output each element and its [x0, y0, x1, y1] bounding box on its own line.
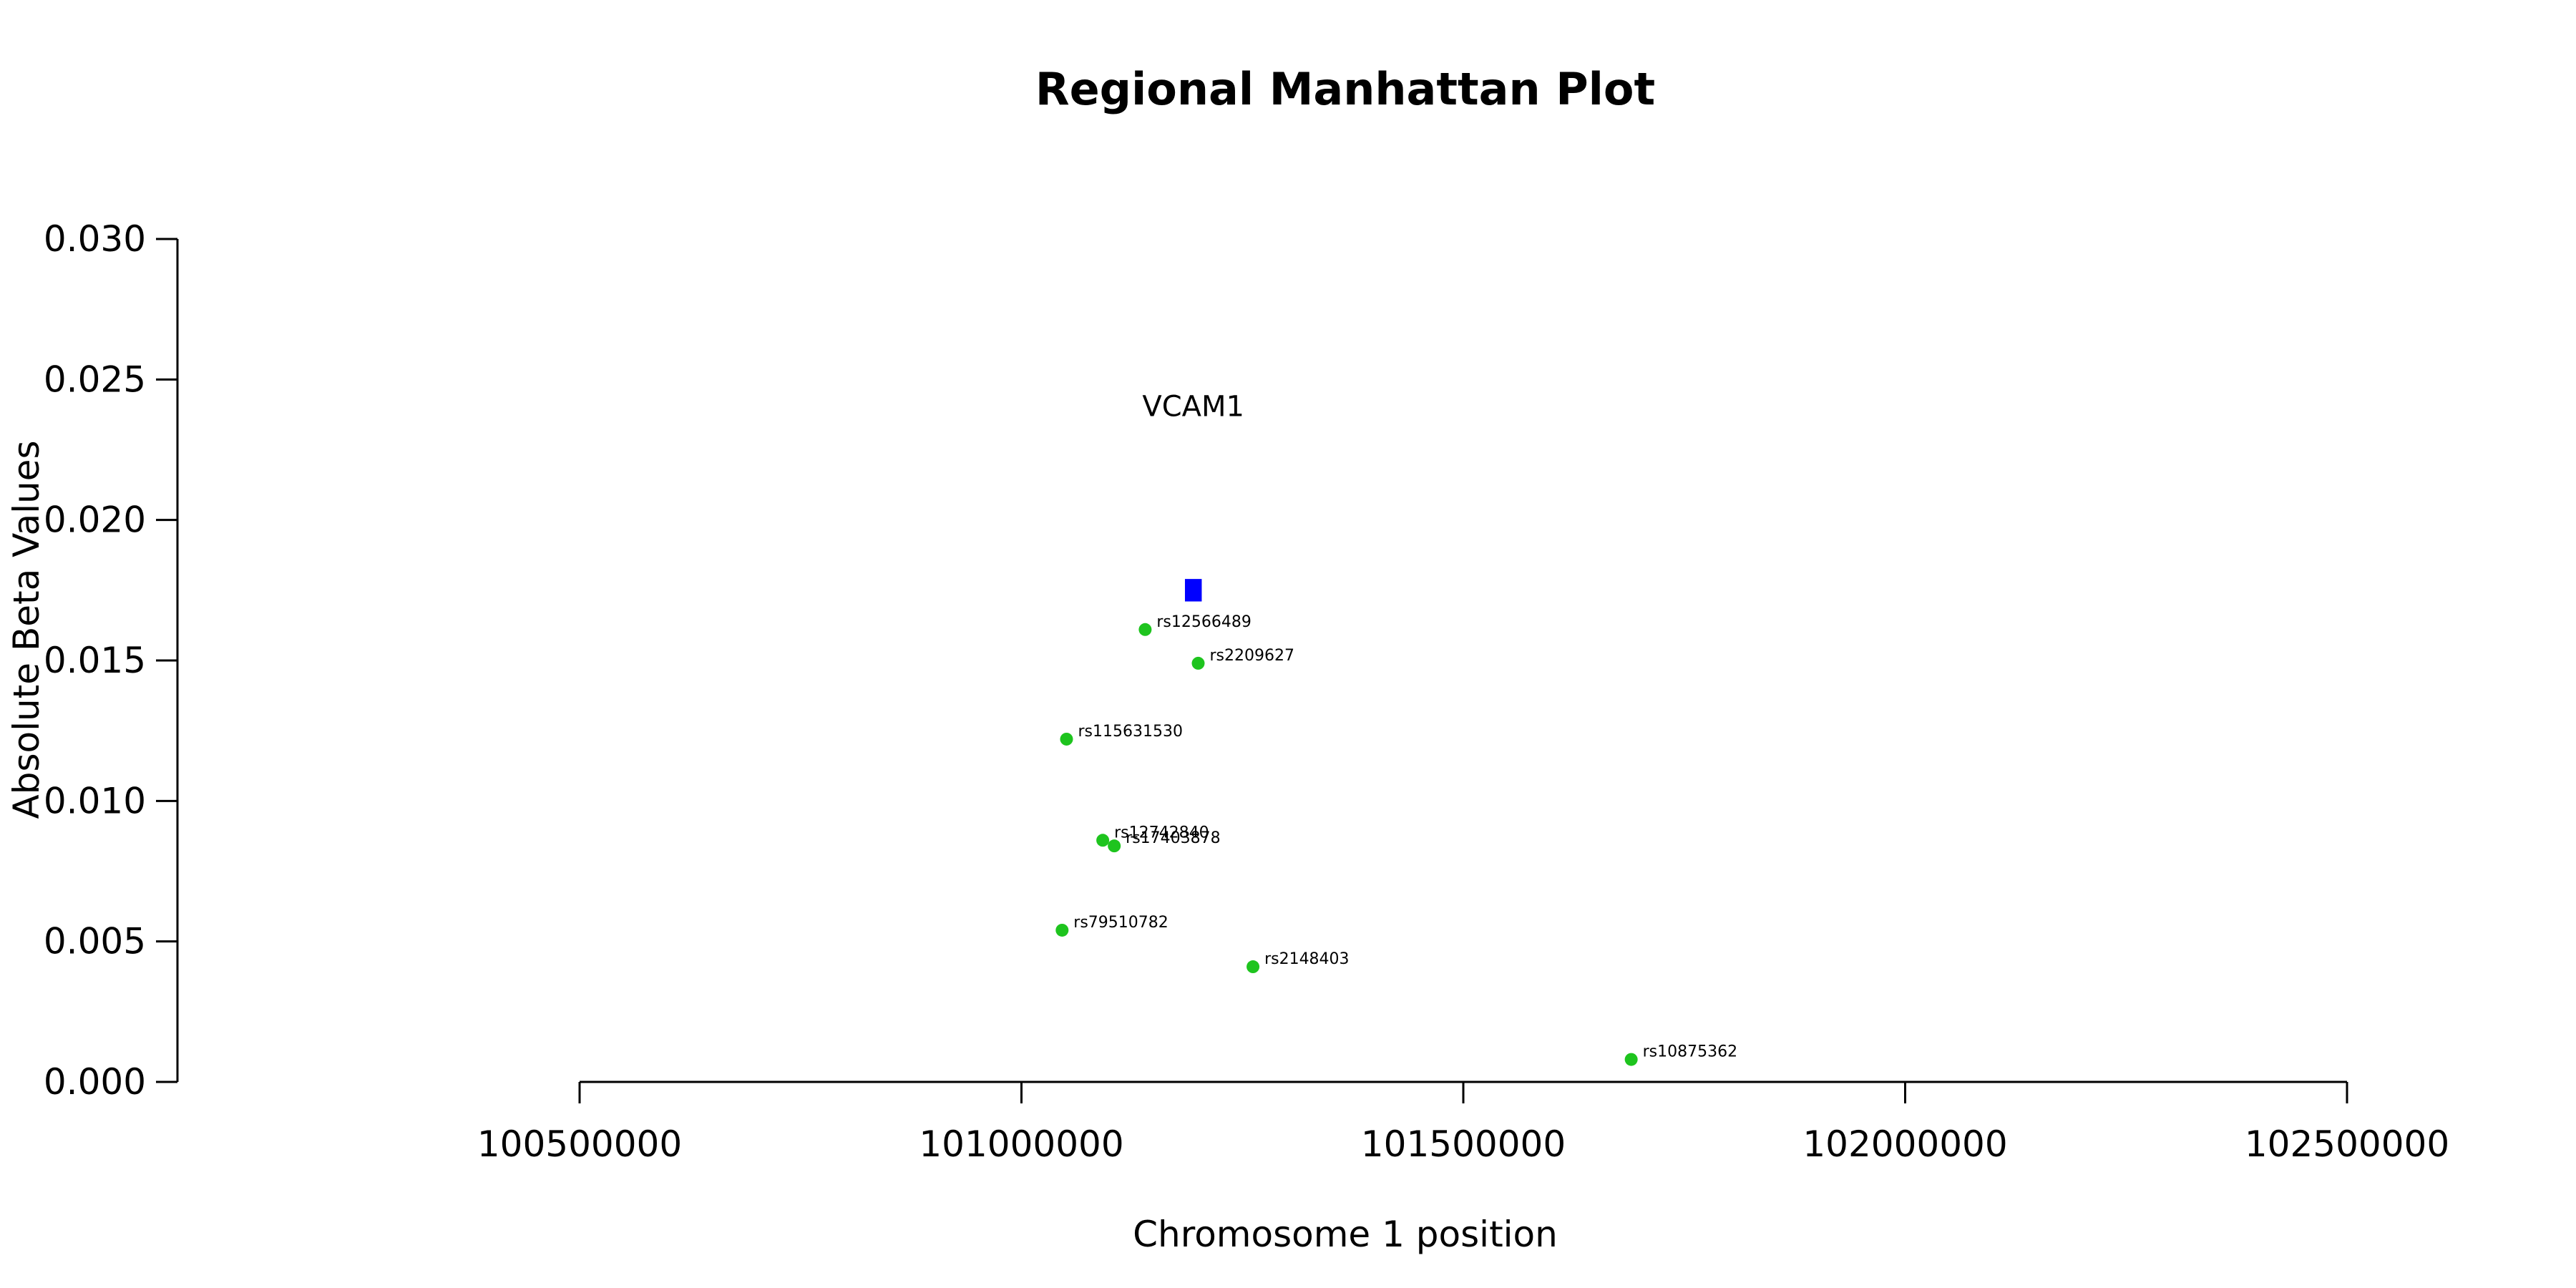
snp-label: rs79510782 — [1073, 914, 1168, 932]
y-tick-label: 0.005 — [44, 921, 146, 962]
snp-point-rs115631530 — [1060, 732, 1073, 746]
gene-label: VCAM1 — [1142, 390, 1244, 423]
x-tick-label: 101000000 — [919, 1123, 1123, 1165]
snp-point-rs2209627 — [1191, 656, 1205, 670]
snp-label: rs2148403 — [1264, 950, 1350, 968]
x-tick-label: 100500000 — [477, 1123, 682, 1165]
snp-point-rs17403878 — [1108, 839, 1121, 853]
snp-point-rs12566489 — [1138, 623, 1152, 636]
snp-point-rs79510782 — [1055, 923, 1069, 937]
y-tick-label: 0.010 — [44, 780, 146, 821]
points-layer: rs12566489 rs2209627 rs115631530 rs12742840… — [1055, 613, 1737, 1066]
y-tick-label: 0.020 — [44, 499, 146, 541]
y-tick-label: 0.030 — [44, 218, 146, 260]
snp-label: rs12566489 — [1156, 613, 1251, 631]
y-tick-label: 0.015 — [44, 640, 146, 681]
gene-layer: VCAM1 — [1142, 390, 1244, 602]
snp-label: rs12742840 — [1114, 824, 1209, 841]
x-axis-label: Chromosome 1 position — [1133, 1214, 1558, 1255]
x-tick-label: 102000000 — [1802, 1123, 2007, 1165]
snp-label: rs115631530 — [1078, 723, 1182, 741]
snp-label: rs17403878 — [1126, 829, 1220, 847]
axes: 0.000 0.005 0.010 0.015 0.020 0.025 0.030 10050… — [44, 218, 2449, 1165]
y-axis-label: Absolute Beta Values — [6, 441, 47, 819]
snp-point-rs2148403 — [1246, 960, 1260, 974]
y-tick-label: 0.025 — [44, 358, 146, 400]
snp-point-rs10875362 — [1624, 1053, 1638, 1066]
snp-label: rs10875362 — [1643, 1043, 1737, 1061]
y-tick-label: 0.000 — [44, 1061, 146, 1103]
x-tick-label: 101500000 — [1361, 1123, 1566, 1165]
x-tick-label: 102500000 — [2245, 1123, 2449, 1165]
gene-block-vcam1 — [1184, 579, 1202, 602]
snp-label: rs2209627 — [1210, 647, 1295, 665]
chart-title: Regional Manhattan Plot — [1035, 63, 1655, 115]
snp-point-rs12742840 — [1096, 834, 1110, 847]
